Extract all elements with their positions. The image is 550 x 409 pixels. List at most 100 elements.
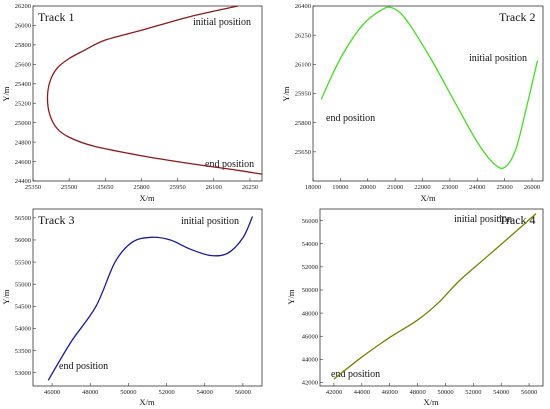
end-position-label: end position xyxy=(331,369,380,380)
x-tick-label: 24000 xyxy=(469,184,485,191)
y-tick-label: 24600 xyxy=(15,159,31,166)
y-tick-label: 44000 xyxy=(302,357,318,364)
x-axis-label: X/m xyxy=(423,397,439,407)
x-tick-label: 56000 xyxy=(235,389,251,396)
plot-frame xyxy=(32,208,263,387)
y-tick-label: 53000 xyxy=(15,370,31,377)
initial-position-label: initial position xyxy=(193,17,251,28)
x-tick-label: 26100 xyxy=(206,184,222,191)
panel-track-4: Track 4 initial position end position X/… xyxy=(286,208,544,407)
y-tick-label: 54000 xyxy=(302,241,318,248)
y-tick-label: 42000 xyxy=(302,380,318,387)
x-tick-label: 25500 xyxy=(61,184,77,191)
y-tick-label: 55500 xyxy=(15,259,31,266)
end-position-label: end position xyxy=(205,159,254,170)
panel-track-3: Track 3 initial position end position X/… xyxy=(1,208,263,407)
x-tick-label: 26000 xyxy=(524,184,540,191)
y-tick-label: 24400 xyxy=(15,178,31,185)
x-ticks: 46000 48000 50000 52000 54000 56000 xyxy=(44,383,251,396)
y-tick-label: 53500 xyxy=(15,348,31,355)
initial-position-label: initial position xyxy=(469,53,527,64)
x-ticks: 25350 25500 25650 25800 25950 26100 26250 xyxy=(25,178,258,191)
x-tick-label: 46000 xyxy=(44,389,60,396)
x-tick-label: 25950 xyxy=(170,184,186,191)
x-ticks: 42000 44000 46000 48000 50000 52000 54000 56000 xyxy=(326,383,537,396)
y-axis-label: Y/m xyxy=(281,86,291,102)
x-tick-label: 42000 xyxy=(326,389,342,396)
panel-title: Track 1 xyxy=(38,10,75,24)
y-tick-label: 55000 xyxy=(15,281,31,288)
initial-position-label: initial position xyxy=(454,214,512,225)
series xyxy=(333,213,537,380)
y-tick-label: 56000 xyxy=(15,237,31,244)
y-tick-label: 25000 xyxy=(15,120,31,127)
y-tick-label: 25600 xyxy=(15,62,31,69)
y-ticks: 25650 25800 25950 26100 26250 26400 xyxy=(295,3,316,156)
x-tick-label: 54000 xyxy=(197,389,213,396)
panel-title: Track 2 xyxy=(499,10,536,24)
x-tick-label: 48000 xyxy=(409,389,425,396)
x-tick-label: 56000 xyxy=(521,389,537,396)
x-tick-label: 26250 xyxy=(242,184,258,191)
panel-title: Track 3 xyxy=(38,213,75,227)
panel-track-2: Track 2 initial position end position X/… xyxy=(281,3,544,203)
series-line xyxy=(47,216,254,381)
x-axis-label: X/m xyxy=(139,193,155,203)
initial-position-label: initial position xyxy=(181,216,239,227)
x-tick-label: 52000 xyxy=(158,389,174,396)
plot-frame xyxy=(319,208,544,387)
y-tick-label: 25400 xyxy=(15,81,31,88)
y-tick-label: 26100 xyxy=(295,62,311,69)
y-tick-label: 25950 xyxy=(295,91,311,98)
x-tick-label: 48000 xyxy=(82,389,98,396)
end-position-label: end position xyxy=(59,361,108,372)
x-tick-label: 23000 xyxy=(442,184,458,191)
x-tick-label: 50000 xyxy=(120,389,136,396)
plot-frame xyxy=(312,5,544,182)
y-axis-label: Y/m xyxy=(1,86,11,102)
y-tick-label: 50000 xyxy=(302,287,318,294)
series xyxy=(46,5,263,175)
y-tick-label: 26400 xyxy=(295,3,311,10)
x-ticks: 18000 19000 20000 21000 22000 23000 24000 25000… xyxy=(305,178,540,191)
y-tick-label: 46000 xyxy=(302,333,318,340)
x-tick-label: 46000 xyxy=(382,389,398,396)
series xyxy=(320,6,539,169)
y-tick-label: 56500 xyxy=(15,215,31,222)
x-tick-label: 18000 xyxy=(305,184,321,191)
y-tick-label: 52000 xyxy=(302,264,318,271)
panel-track-1: Track 1 initial position end position X/… xyxy=(1,3,263,203)
x-tick-label: 22000 xyxy=(414,184,430,191)
y-tick-label: 25650 xyxy=(295,149,311,156)
x-tick-label: 21000 xyxy=(387,184,403,191)
y-ticks: 42000 44000 46000 48000 50000 52000 54000 56000 xyxy=(302,218,323,387)
x-tick-label: 25000 xyxy=(497,184,513,191)
y-tick-label: 26250 xyxy=(295,32,311,39)
x-axis-label: X/m xyxy=(420,193,436,203)
x-tick-label: 19000 xyxy=(332,184,348,191)
y-tick-label: 56000 xyxy=(302,218,318,225)
x-tick-label: 52000 xyxy=(465,389,481,396)
y-tick-label: 25200 xyxy=(15,100,31,107)
end-position-label: end position xyxy=(326,113,375,124)
y-axis-label: Y/m xyxy=(1,289,11,305)
x-tick-label: 50000 xyxy=(437,389,453,396)
y-tick-label: 54000 xyxy=(15,326,31,333)
y-axis-label: Y/m xyxy=(286,289,296,305)
panel-title: Track 4 xyxy=(499,213,536,227)
x-tick-label: 25350 xyxy=(25,184,41,191)
x-tick-label: 44000 xyxy=(354,389,370,396)
y-tick-label: 25800 xyxy=(295,120,311,127)
plot-frame xyxy=(32,5,263,182)
y-tick-label: 24800 xyxy=(15,139,31,146)
series-line xyxy=(46,5,263,175)
series xyxy=(47,216,254,381)
x-tick-label: 20000 xyxy=(360,184,376,191)
x-tick-label: 25650 xyxy=(97,184,113,191)
x-tick-label: 25800 xyxy=(133,184,149,191)
x-axis-label: X/m xyxy=(139,397,155,407)
y-ticks: 53000 53500 54000 54500 55000 55500 56000 56500 xyxy=(15,215,36,377)
y-tick-label: 26200 xyxy=(15,3,31,10)
y-tick-label: 54500 xyxy=(15,304,31,311)
